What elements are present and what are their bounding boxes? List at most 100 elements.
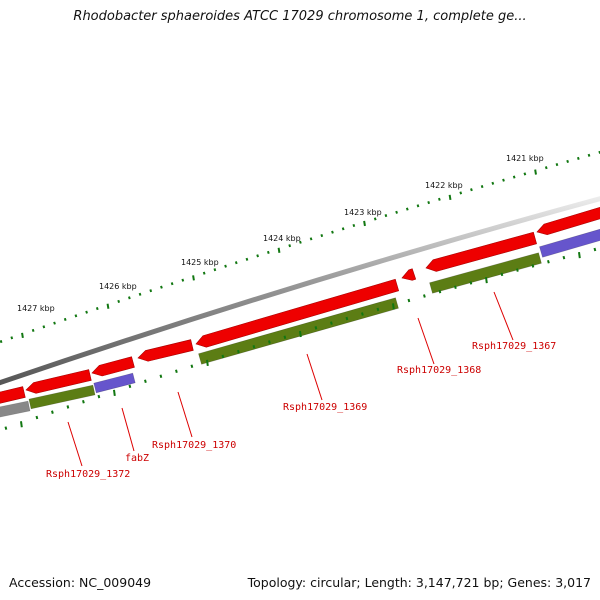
scale-minor-tick [373,217,377,221]
scale-major-tick [277,247,281,253]
scale-minor-tick [502,178,505,182]
gene-label-1372[interactable]: Rsph17029_1372 [46,469,130,480]
inner-tick [35,415,39,420]
scale-minor-tick [470,188,473,192]
inner-tick [66,405,70,409]
scale-minor-tick [85,310,88,314]
scale-minor-tick [555,163,559,167]
leader-line-fabz [121,407,135,452]
gene-arrow-right-edge[interactable] [536,205,600,235]
scale-minor-tick [170,282,174,286]
gene-label-fabz[interactable]: fabZ [125,453,149,464]
scale-minor-tick [427,200,431,205]
scale-minor-tick [309,237,313,241]
summary-text: Topology: circular; Length: 3,147,721 bp… [247,575,591,590]
gene-labels: Rsph17029_1367 Rsph17029_1368 Rsph17029_… [46,291,556,480]
inner-tick [144,379,147,384]
inner-tick [128,384,132,389]
inner-tick [113,389,116,397]
scale-minor-tick [74,314,78,318]
inner-tick [469,281,473,285]
backbone-track [0,196,600,386]
inner-tick [423,294,426,298]
scale-label-1426: 1426 kbp [99,282,137,291]
scale-minor-tick [245,257,249,261]
inner-tick [485,276,488,284]
scale-minor-tick [95,307,99,311]
scale-minor-tick [234,261,238,265]
scale-minor-tick [63,317,67,322]
scale-major-tick [448,194,452,201]
inner-tick [407,298,411,303]
inner-tick [206,359,209,366]
inner-tick [97,394,101,399]
scale-minor-tick [53,321,56,325]
scale-minor-tick [138,292,142,296]
inner-tick [314,326,318,330]
gene-arrow-fabz[interactable] [91,356,135,377]
inner-tick [392,303,395,310]
scale-label-1425: 1425 kbp [181,258,219,267]
inner-tick [159,374,163,378]
scale-minor-tick [544,166,548,170]
cds-bar-1369[interactable] [198,297,399,365]
inner-tick [4,426,8,430]
leader-line-1368 [417,317,435,365]
accession-text: Accession: NC_009049 [9,575,152,590]
scale-label-1424: 1424 kbp [263,234,301,243]
scale-label-1421: 1421 kbp [506,154,544,163]
scale-minor-tick [128,296,131,300]
inner-tick [438,289,442,294]
scale-minor-tick [10,336,14,340]
inner-tick [237,349,240,354]
cds-bar-fabz[interactable] [93,372,136,394]
scale-minor-tick [566,159,569,164]
scale-minor-tick [42,325,46,329]
cds-bar-1372[interactable] [28,384,96,410]
scale-minor-tick [266,250,270,254]
scale-label-1427: 1427 kbp [17,304,55,313]
gene-arrow-1370[interactable] [137,339,194,362]
gene-arrow-1369[interactable] [195,278,400,348]
scale-minor-tick [224,264,227,268]
scale-minor-tick [299,240,302,244]
inner-tick [500,272,504,277]
inner-tick [516,268,519,272]
inner-tick [531,264,535,268]
inner-tick [283,335,287,339]
gene-label-1367[interactable]: Rsph17029_1367 [472,341,556,352]
inner-tick [252,344,256,349]
inner-tick [221,354,225,359]
gene-arrow-left-edge[interactable] [0,386,26,404]
inner-tick [20,421,23,428]
scale-minor-tick [202,271,206,275]
scale-major-tick [106,303,110,309]
cds-bar-left-edge[interactable] [0,400,31,419]
leader-line-1372 [67,421,83,467]
inner-tick [593,247,597,252]
gene-label-1368[interactable]: Rsph17029_1368 [397,365,481,376]
scale-minor-tick [213,268,217,272]
scale-minor-tick [320,233,324,238]
inner-tick [547,260,550,264]
gene-arrow-1368[interactable] [401,268,417,281]
scale-minor-tick [0,339,3,344]
cds-bar-right-edge[interactable] [539,227,600,258]
scale-minor-tick [587,153,591,157]
inner-tick [299,330,302,338]
inner-tick [345,316,349,321]
gene-label-1370[interactable]: Rsph17029_1370 [152,440,236,451]
inner-tick [376,307,380,312]
scale-minor-tick [512,175,516,179]
scale-minor-tick [384,214,388,218]
gene-arrow-1372[interactable] [25,369,92,394]
gene-label-1369[interactable]: Rsph17029_1369 [283,402,367,413]
scale-minor-tick [288,244,292,248]
cds-bar-1367[interactable] [429,252,542,294]
scale-minor-tick [480,184,484,189]
scale-minor-tick [160,285,163,289]
scale-minor-tick [331,230,334,234]
scale-minor-tick [405,207,409,211]
gene-arrow-1367[interactable] [425,231,537,272]
